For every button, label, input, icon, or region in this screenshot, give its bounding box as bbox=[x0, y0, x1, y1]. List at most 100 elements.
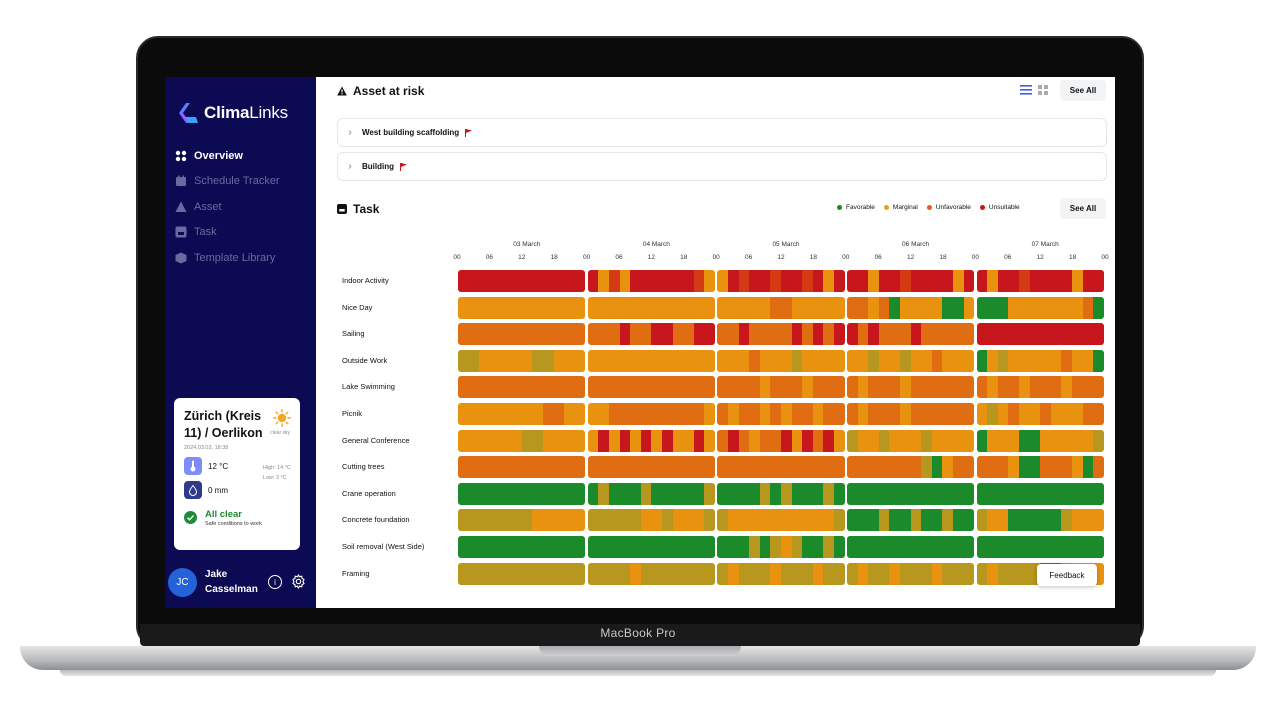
task-day-strip[interactable] bbox=[458, 509, 586, 532]
task-day-strip[interactable] bbox=[717, 562, 845, 585]
task-day-strip[interactable] bbox=[587, 349, 715, 372]
task-day-strip[interactable] bbox=[458, 403, 586, 425]
condition-cell bbox=[574, 456, 586, 479]
task-day-strip[interactable] bbox=[587, 536, 715, 558]
condition-cell bbox=[619, 429, 631, 452]
task-day-strip[interactable] bbox=[976, 403, 1104, 425]
grid-view-icon[interactable] bbox=[1038, 85, 1048, 95]
task-day-strip[interactable] bbox=[717, 509, 845, 532]
condition-cell bbox=[976, 536, 988, 558]
task-row-label[interactable]: Sailing bbox=[342, 329, 365, 339]
task-row-label[interactable]: General Conference bbox=[342, 435, 410, 445]
asset-row-building[interactable]: › Building bbox=[337, 152, 1107, 181]
task-day-strip[interactable] bbox=[847, 403, 975, 425]
task-day-strip[interactable] bbox=[847, 509, 975, 532]
task-row-label[interactable]: Indoor Activity bbox=[342, 276, 389, 285]
tasks-see-all-button[interactable]: See All bbox=[1060, 198, 1106, 219]
task-day-strip[interactable] bbox=[847, 482, 975, 505]
task-day-strip[interactable] bbox=[717, 296, 845, 319]
task-day-strip[interactable] bbox=[717, 403, 845, 425]
task-day-strip[interactable] bbox=[587, 403, 715, 425]
chevron-right-icon[interactable]: › bbox=[348, 161, 352, 172]
task-day-strip[interactable] bbox=[976, 270, 1104, 292]
sidebar-item-asset[interactable]: Asset bbox=[175, 194, 280, 220]
condition-cell bbox=[963, 562, 975, 585]
condition-cell bbox=[598, 270, 609, 292]
task-day-strip[interactable] bbox=[976, 482, 1104, 505]
avatar[interactable]: JC bbox=[168, 567, 197, 597]
task-row-label[interactable]: Picnik bbox=[342, 409, 363, 418]
asset-row-west-building-scaffolding[interactable]: › West building scaffolding bbox=[337, 118, 1107, 147]
task-day-strip[interactable] bbox=[847, 376, 975, 399]
task-day-strip[interactable] bbox=[458, 376, 586, 399]
assets-see-all-button[interactable]: See All bbox=[1060, 80, 1106, 101]
sidebar-item-template-library[interactable]: Template Library bbox=[175, 245, 280, 271]
gear-icon[interactable] bbox=[291, 574, 306, 589]
condition-cell bbox=[823, 403, 834, 425]
task-day-strip[interactable] bbox=[458, 429, 586, 452]
task-row-label[interactable]: Outside Work bbox=[342, 355, 388, 365]
list-view-icon[interactable] bbox=[1020, 85, 1032, 95]
task-day-strip[interactable] bbox=[587, 270, 715, 292]
chevron-right-icon[interactable]: › bbox=[348, 127, 352, 138]
task-day-strip[interactable] bbox=[976, 349, 1104, 372]
task-day-strip[interactable] bbox=[847, 349, 975, 372]
task-day-strip[interactable] bbox=[458, 349, 586, 372]
task-day-strip[interactable] bbox=[458, 456, 586, 479]
task-day-strip[interactable] bbox=[587, 323, 715, 346]
task-day-strip[interactable] bbox=[976, 509, 1104, 532]
task-day-strip[interactable] bbox=[717, 349, 845, 372]
task-day-strip[interactable] bbox=[847, 429, 975, 452]
task-row-label[interactable]: Lake Swimming bbox=[342, 382, 395, 392]
user-profile[interactable]: JC Jake Casselman bbox=[168, 567, 258, 597]
task-day-strip[interactable] bbox=[587, 296, 715, 319]
task-day-strip[interactable] bbox=[847, 456, 975, 479]
task-day-strip[interactable] bbox=[717, 536, 845, 558]
task-day-strip[interactable] bbox=[847, 323, 975, 346]
condition-cell bbox=[899, 456, 911, 479]
task-day-strip[interactable] bbox=[976, 376, 1104, 399]
task-day-strip[interactable] bbox=[458, 270, 586, 292]
task-row-label[interactable]: Nice Day bbox=[342, 302, 373, 312]
task-day-strip[interactable] bbox=[587, 509, 715, 532]
task-day-strip[interactable] bbox=[587, 376, 715, 399]
task-day-strip[interactable] bbox=[976, 536, 1104, 558]
task-day-strip[interactable] bbox=[976, 296, 1104, 319]
task-day-strip[interactable] bbox=[717, 270, 845, 292]
task-day-strip[interactable] bbox=[717, 376, 845, 399]
task-day-strip[interactable] bbox=[458, 323, 586, 346]
task-day-strip[interactable] bbox=[458, 482, 586, 505]
task-row-label[interactable]: Framing bbox=[342, 568, 370, 578]
task-day-strip[interactable] bbox=[847, 296, 975, 319]
app-logo[interactable]: ClimaLinks bbox=[176, 103, 288, 123]
task-day-strip[interactable] bbox=[458, 536, 586, 558]
task-day-strip[interactable] bbox=[587, 482, 715, 505]
sidebar-item-task[interactable]: Task bbox=[175, 220, 280, 246]
task-row-label[interactable]: Soil removal (West Side) bbox=[342, 542, 425, 551]
sidebar-item-overview[interactable]: Overview bbox=[175, 143, 280, 169]
task-day-strip[interactable] bbox=[847, 562, 975, 585]
task-row-label[interactable]: Concrete foundation bbox=[342, 515, 410, 525]
task-day-strip[interactable] bbox=[717, 323, 845, 346]
condition-cell bbox=[921, 296, 932, 319]
task-day-strip[interactable] bbox=[717, 482, 845, 505]
task-day-strip[interactable] bbox=[847, 270, 975, 292]
condition-cell bbox=[1071, 403, 1083, 425]
task-day-strip[interactable] bbox=[976, 456, 1104, 479]
task-day-strip[interactable] bbox=[587, 429, 715, 452]
task-day-strip[interactable] bbox=[847, 536, 975, 558]
info-icon[interactable]: i bbox=[268, 575, 282, 589]
task-day-strip[interactable] bbox=[458, 296, 586, 319]
task-day-strip[interactable] bbox=[976, 429, 1104, 452]
task-day-strip[interactable] bbox=[717, 429, 845, 452]
task-day-strip[interactable] bbox=[587, 456, 715, 479]
task-row-label[interactable]: Cutting trees bbox=[342, 462, 385, 472]
task-day-strip[interactable] bbox=[587, 562, 715, 585]
feedback-button[interactable]: Feedback bbox=[1037, 564, 1097, 586]
sidebar-item-schedule-tracker[interactable]: Schedule Tracker bbox=[175, 169, 280, 195]
task-row-label[interactable]: Crane operation bbox=[342, 488, 396, 498]
task-day-strip[interactable] bbox=[976, 323, 1104, 346]
task-day-strip[interactable] bbox=[458, 562, 586, 585]
task-day-strip[interactable] bbox=[717, 456, 845, 479]
